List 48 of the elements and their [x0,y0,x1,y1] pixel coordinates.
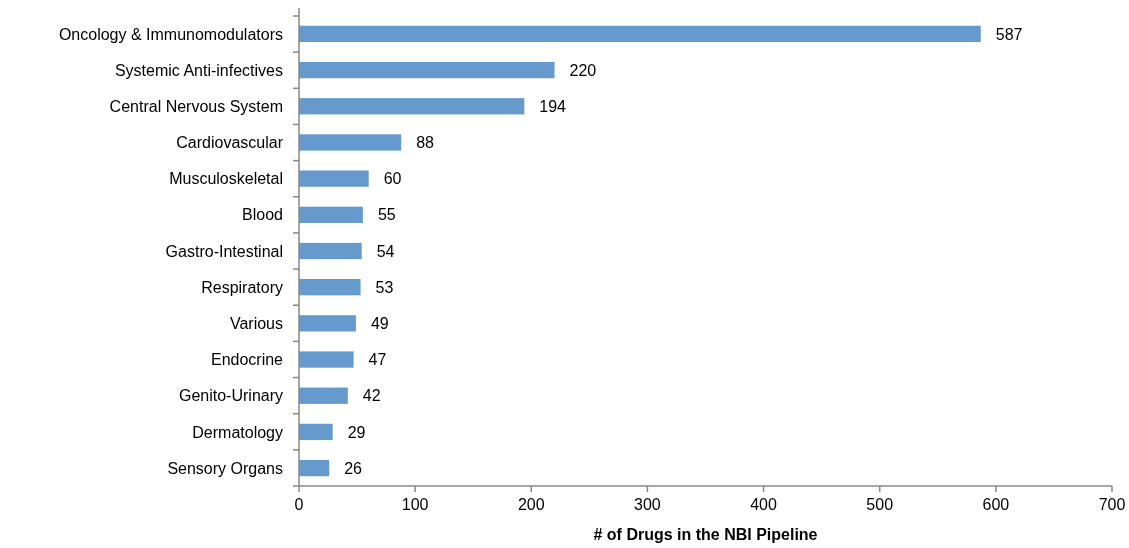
bar [299,387,348,404]
y-tick-label: Cardiovascular [176,134,284,152]
y-tick-label: Dermatology [192,423,283,441]
bar [299,98,525,115]
bar [299,25,981,43]
x-axis-title: # of Drugs in the NBI Pipeline [593,526,818,543]
y-tick-label: Endocrine [210,351,284,369]
bar [299,315,356,332]
y-tick-label: Respiratory [201,278,283,296]
data-label: 49 [370,314,389,332]
data-label: 42 [362,387,381,405]
bar [299,170,369,187]
y-tick-label: Sensory Organs [167,459,283,477]
x-tick-label: 400 [750,496,778,513]
y-tick-label: Systemic Anti-infectives [114,61,283,79]
x-tick-label: 100 [401,496,429,513]
data-label: 220 [569,61,597,79]
y-tick-label: Musculoskeletal [169,170,283,188]
bar [299,423,333,441]
bar [299,459,330,477]
x-tick-label: 500 [866,496,894,513]
bar [299,279,361,296]
data-label: 88 [416,134,435,152]
y-tick-label: Oncology & Immunomodulators [58,25,283,43]
y-tick-label: Gastro-Intestinal [165,242,283,260]
data-label: 60 [383,170,402,188]
y-tick-label: Genito-Urinary [178,387,283,405]
data-label: 53 [375,278,394,296]
y-tick-label: Blood [242,206,283,224]
y-tick-label: Various [229,314,283,332]
data-label: 54 [376,242,395,260]
data-label: 55 [377,206,396,224]
data-label: 29 [347,423,366,441]
bar [299,134,402,151]
data-label: 587 [995,25,1023,43]
data-label: 26 [344,459,363,477]
data-label: 47 [368,351,387,369]
bar [299,206,363,223]
x-tick-label: 200 [517,496,545,513]
bar [299,242,362,260]
y-tick-label: Central Nervous System [109,97,283,115]
x-tick-label: 700 [1098,496,1126,513]
bar [299,351,354,368]
bar [299,61,555,79]
data-label: 194 [539,97,567,115]
x-tick-label: 300 [634,496,661,513]
x-tick-label: 0 [294,496,304,513]
x-tick-label: 600 [982,496,1010,513]
